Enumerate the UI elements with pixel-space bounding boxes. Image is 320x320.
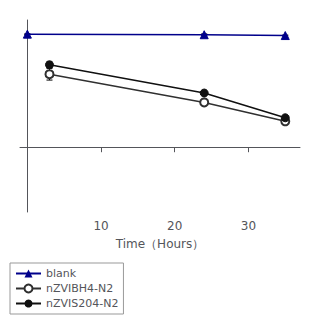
svg-text:10: 10 — [93, 219, 108, 233]
svg-text:nZVIBH4-N2: nZVIBH4-N2 — [46, 282, 113, 295]
svg-text:blank: blank — [46, 267, 77, 280]
svg-text:Time（Hours）: Time（Hours） — [115, 237, 205, 251]
svg-text:30: 30 — [241, 219, 256, 233]
svg-text:nZVIS204-N2: nZVIS204-N2 — [46, 297, 118, 310]
svg-text:20: 20 — [167, 219, 182, 233]
